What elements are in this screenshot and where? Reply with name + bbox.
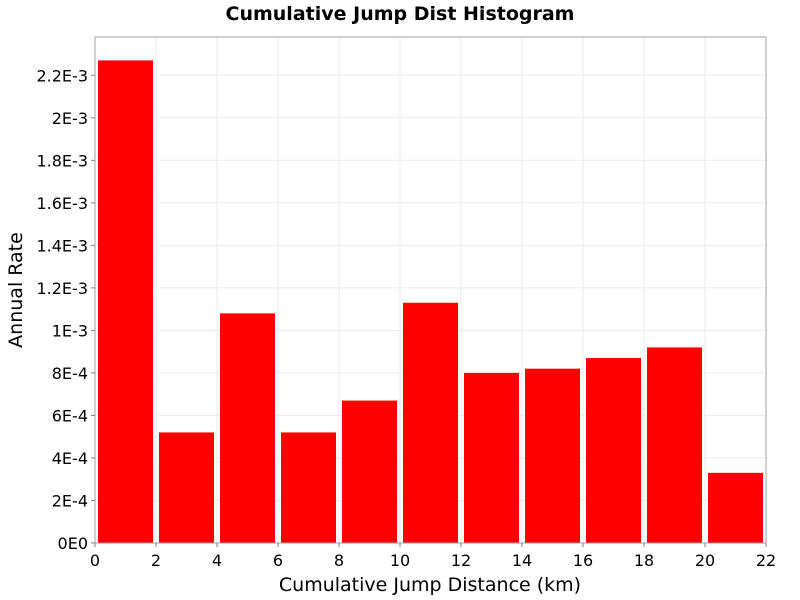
x-tick-label: 10	[390, 551, 410, 570]
y-axis-ticks: 0E0 2E-4 4E-4 6E-4 8E-4 1E-3 1.2E-3 1.4E-3 1.6E-…	[36, 66, 95, 553]
histogram-bar	[403, 302, 458, 543]
y-tick-label: 6E-4	[52, 406, 88, 425]
chart-title: Cumulative Jump Dist Histogram	[226, 3, 575, 25]
x-tick-label: 20	[695, 551, 715, 570]
x-tick-label: 4	[212, 551, 222, 570]
histogram-bar	[525, 368, 580, 543]
plot-frame	[94, 36, 767, 544]
x-tick-label: 18	[634, 551, 654, 570]
x-axis-label: Cumulative Jump Distance (km)	[279, 574, 581, 596]
histogram-bar	[647, 347, 702, 543]
histogram-bar	[98, 60, 153, 543]
x-tick-label: 12	[451, 551, 471, 570]
y-tick-label: 4E-4	[52, 449, 88, 468]
x-axis-ticks: 0 2 4 6 8 10 12 14 16 18 20 22	[90, 543, 776, 570]
histogram-bar	[708, 472, 763, 543]
x-tick-label: 2	[151, 551, 161, 570]
y-tick-label: 2.2E-3	[36, 66, 88, 85]
x-tick-label: 6	[273, 551, 283, 570]
y-tick-label: 1.6E-3	[36, 194, 88, 213]
y-tick-label: 1E-3	[52, 321, 88, 340]
bars	[98, 60, 763, 543]
y-tick-label: 8E-4	[52, 364, 88, 383]
histogram-bar	[342, 400, 397, 543]
histogram-bar	[586, 358, 641, 543]
y-tick-label: 1.8E-3	[36, 151, 88, 170]
y-tick-label: 2E-4	[52, 491, 88, 510]
histogram-bar	[159, 432, 214, 543]
y-axis-label: Annual Rate	[5, 232, 27, 348]
y-tick-label: 0E0	[58, 534, 88, 553]
y-tick-label: 2E-3	[52, 109, 88, 128]
y-tick-label: 1.2E-3	[36, 279, 88, 298]
x-tick-label: 14	[512, 551, 532, 570]
x-tick-label: 16	[573, 551, 593, 570]
x-tick-label: 22	[756, 551, 776, 570]
histogram-bar	[464, 372, 519, 543]
x-tick-label: 0	[90, 551, 100, 570]
histogram-bar	[281, 432, 336, 543]
y-tick-label: 1.4E-3	[36, 236, 88, 255]
histogram-bar	[220, 313, 275, 543]
x-tick-label: 8	[334, 551, 344, 570]
